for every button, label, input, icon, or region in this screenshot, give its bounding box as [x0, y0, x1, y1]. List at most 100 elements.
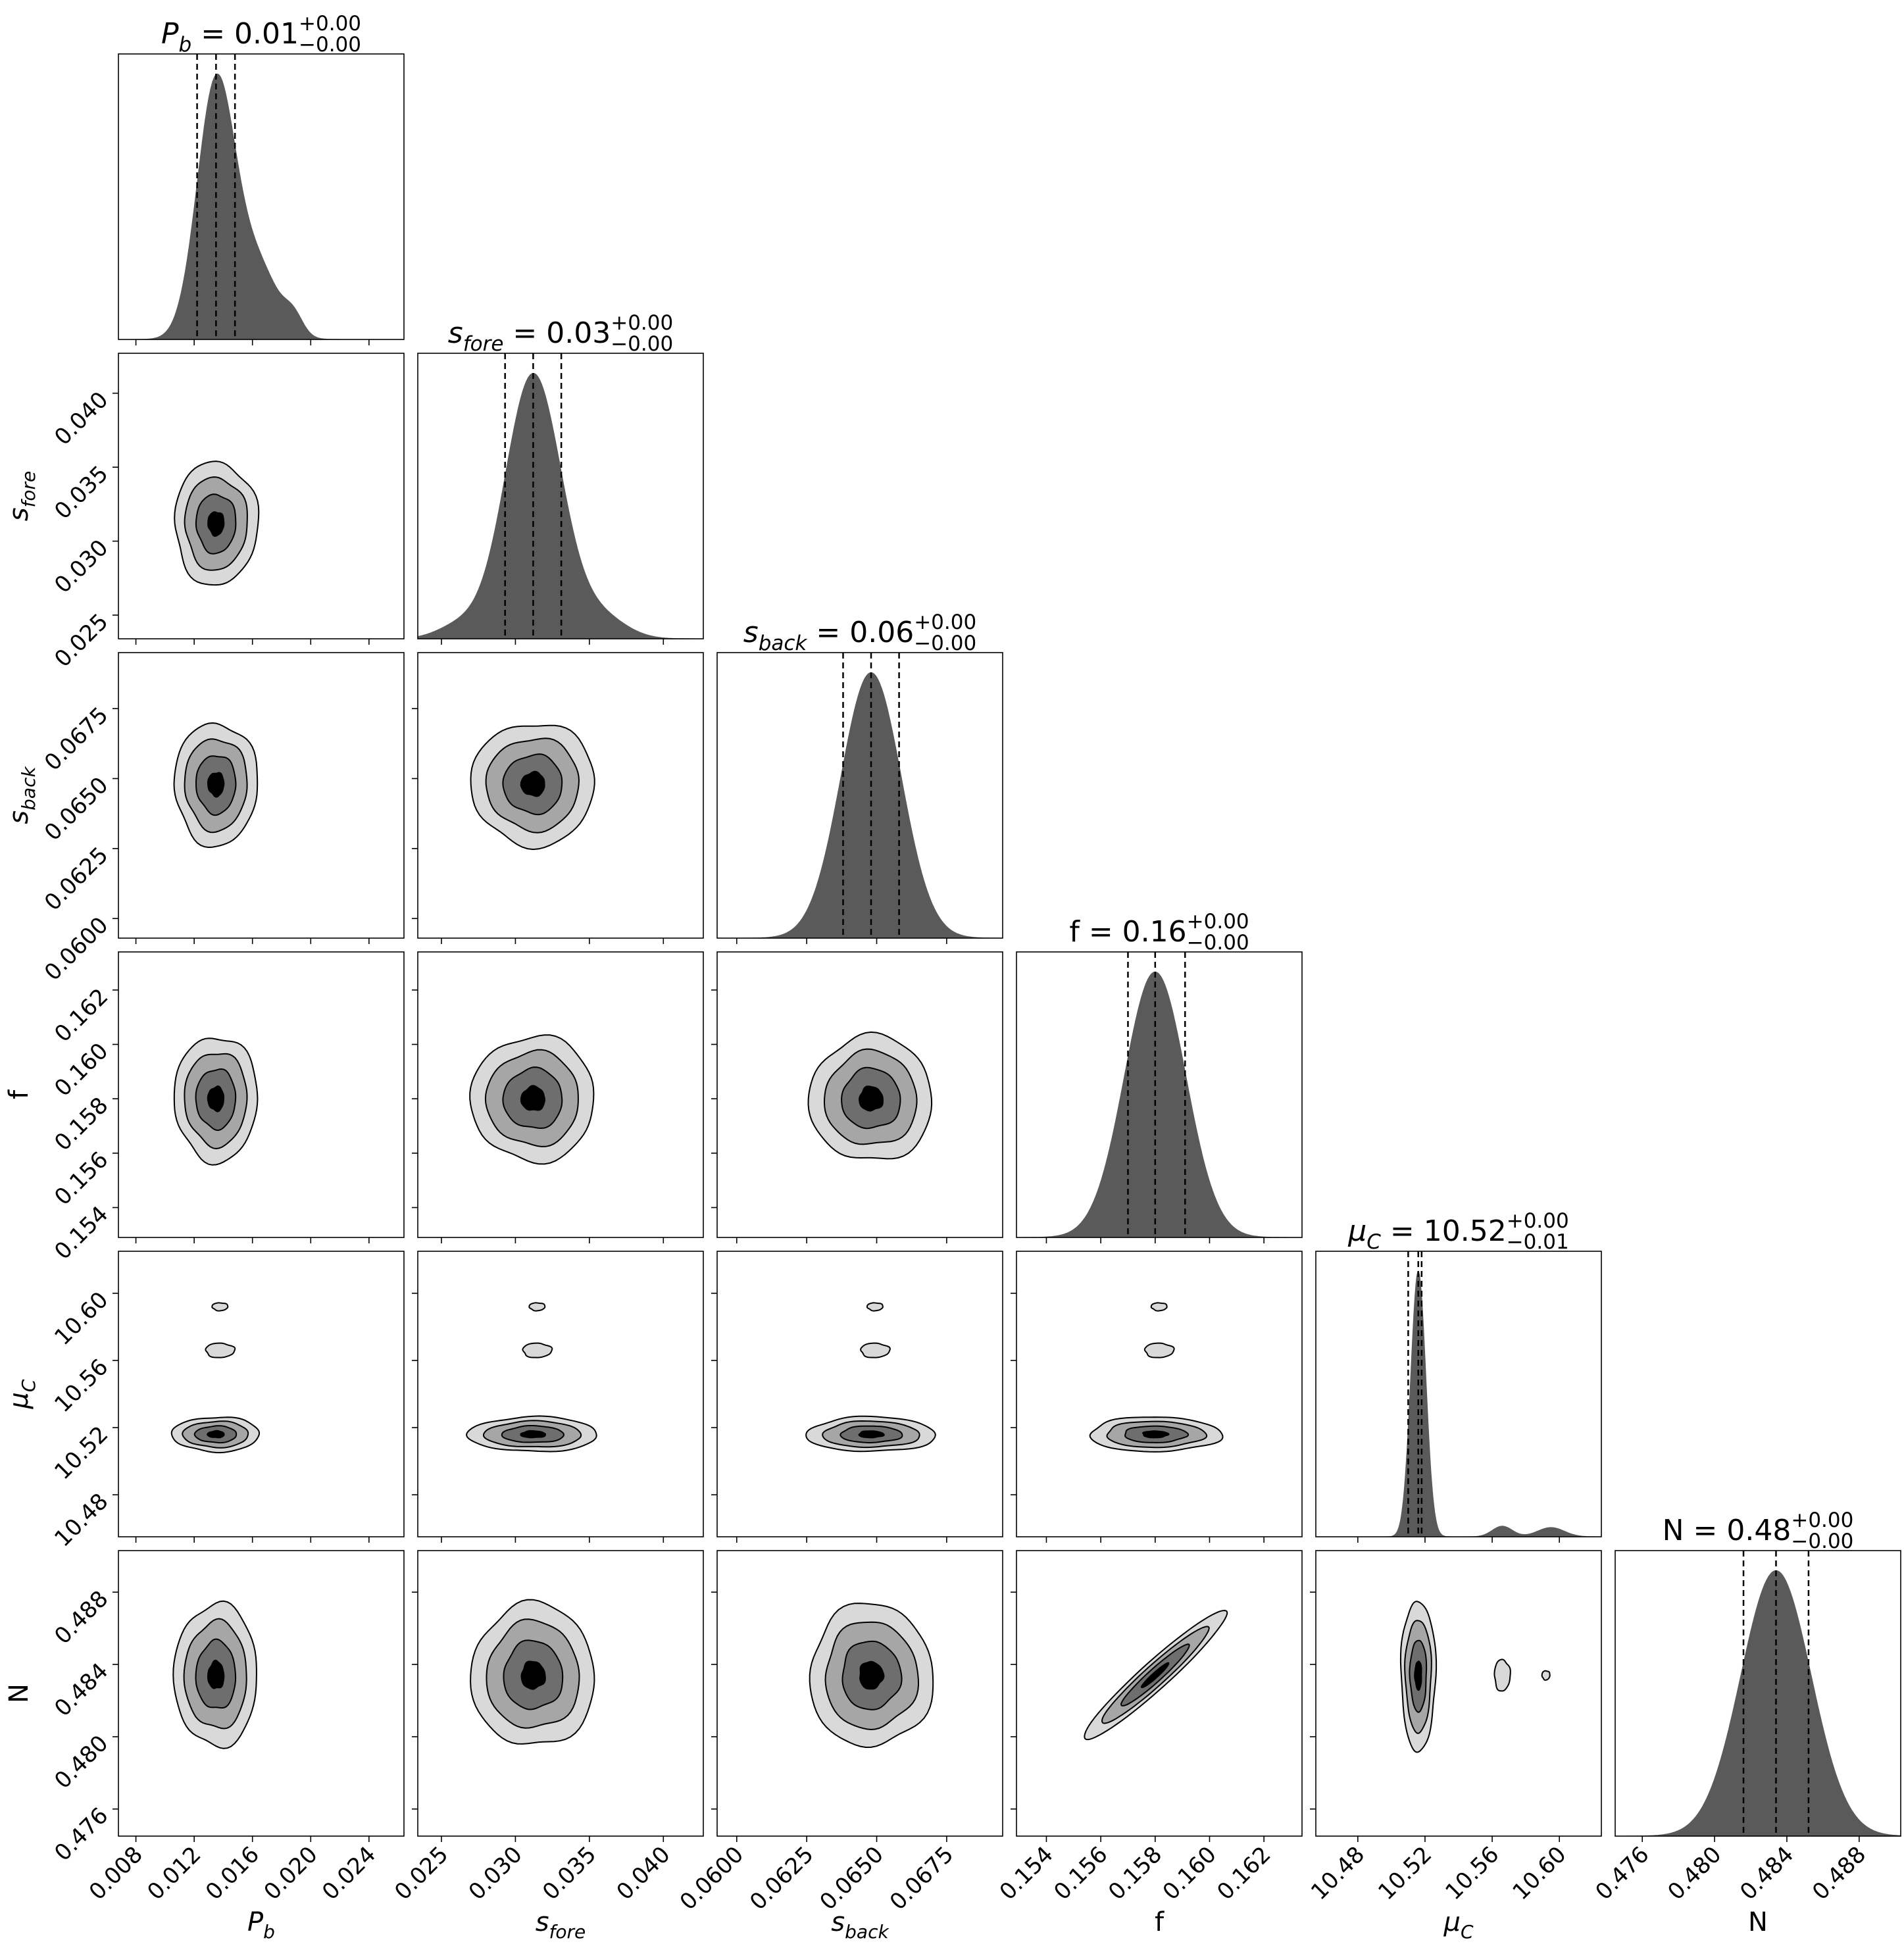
panel-title-muC: μC = 10.52+0.00	[1347, 1209, 1568, 1254]
y-tick-label: 0.488	[49, 1585, 113, 1649]
contour-level-4	[1414, 1660, 1422, 1691]
contour-level-4	[207, 1085, 224, 1112]
x-tick-label: 10.52	[1373, 1841, 1437, 1905]
x-tick-label: 0.030	[464, 1841, 528, 1905]
x-tick-label: 0.035	[538, 1841, 601, 1905]
contour-level-4	[858, 1430, 885, 1439]
panel-Pb-vs-Pb: Pb = 0.01+0.00−0.00	[118, 12, 405, 345]
panel-frame	[118, 1251, 405, 1537]
panel-title-sback: sback = 0.06+0.00	[743, 611, 976, 655]
contour-level-4	[520, 1430, 547, 1439]
y-axis-label-sfore: sfore	[4, 471, 39, 522]
y-tick-label: 0.484	[49, 1658, 113, 1722]
contour-secondary-mode	[860, 1342, 891, 1358]
y-tick-label: 10.60	[49, 1287, 113, 1351]
panel-sback-vs-sback: sback = 0.06+0.00−0.00	[716, 611, 1003, 944]
panel-title-minus-f: −0.00	[1187, 931, 1249, 955]
panel-frame	[417, 951, 704, 1238]
y-tick-label: 0.158	[49, 1092, 113, 1156]
panel-title-minus-sfore: −0.00	[611, 332, 673, 356]
x-tick-label: 0.160	[1158, 1841, 1222, 1905]
x-tick-label: 0.488	[1807, 1841, 1871, 1905]
x-axis-label-Pb: Pb	[247, 1907, 275, 1943]
y-tick-label: 0.040	[49, 387, 113, 451]
x-tick-label: 10.60	[1507, 1841, 1571, 1905]
x-tick-label: 0.0675	[885, 1841, 959, 1915]
panel-f-vs-sfore	[412, 951, 704, 1243]
panel-title-minus-Pb: −0.00	[299, 33, 361, 57]
contour-level-4	[859, 1660, 885, 1690]
panel-frame	[1016, 1251, 1303, 1537]
panel-frame	[417, 1550, 704, 1837]
contour-level-4	[520, 1660, 546, 1690]
x-tick-label: 0.025	[389, 1841, 453, 1905]
panel-title-minus-muC: −0.01	[1507, 1230, 1569, 1254]
y-tick-label: 10.48	[49, 1488, 113, 1552]
contour-secondary-mode	[1150, 1302, 1168, 1312]
y-tick-label: 0.0675	[39, 702, 113, 776]
panel-frame	[118, 1550, 405, 1837]
x-tick-label: 0.0650	[814, 1841, 888, 1915]
y-tick-label: 0.0625	[39, 842, 113, 916]
histogram-f	[1016, 971, 1302, 1237]
x-tick-label: 0.008	[84, 1841, 148, 1905]
panel-frame	[118, 53, 405, 340]
x-tick-label: 10.48	[1306, 1841, 1370, 1905]
x-tick-label: 0.016	[201, 1841, 264, 1905]
panel-title-Pb: Pb = 0.01+0.00	[161, 12, 361, 57]
panel-title-N: N = 0.48+0.00	[1663, 1508, 1854, 1547]
panel-frame	[716, 951, 1003, 1238]
x-tick-label: 0.0625	[745, 1841, 818, 1915]
contour-secondary-mode	[528, 1302, 546, 1312]
y-tick-label: 0.035	[49, 461, 113, 524]
x-tick-label: 0.158	[1103, 1841, 1167, 1905]
panel-sback-vs-sfore	[412, 652, 704, 944]
y-tick-label: 0.154	[49, 1201, 113, 1265]
contour-level-4	[859, 1085, 884, 1112]
x-tick-label: 0.480	[1663, 1841, 1726, 1905]
panel-sfore-vs-Pb: 0.025 0.030 0.035 0.040	[49, 353, 405, 672]
y-axis-label-sback: sback	[4, 766, 39, 824]
contour-secondary-mode	[205, 1342, 236, 1358]
y-tick-label: 0.156	[49, 1147, 113, 1210]
panel-frame	[417, 652, 704, 939]
x-tick-label: 0.040	[612, 1841, 676, 1905]
panel-sfore-vs-sfore: sfore = 0.03+0.00−0.00	[417, 311, 704, 645]
panel-frame	[1315, 1251, 1602, 1537]
panel-muC-vs-muC: μC = 10.52+0.00−0.01	[1315, 1209, 1602, 1543]
panel-frame	[118, 652, 405, 939]
panel-title-minus-N: −0.00	[1791, 1530, 1853, 1553]
x-axis-label-sfore: sfore	[536, 1907, 586, 1943]
panel-frame	[118, 353, 405, 639]
panel-muC-vs-sfore	[412, 1251, 704, 1543]
x-tick-label: 0.154	[995, 1841, 1059, 1905]
panel-frame	[1016, 1550, 1303, 1837]
contour-level-4	[207, 772, 225, 798]
contour-secondary-mode	[1493, 1658, 1511, 1692]
panel-frame	[118, 951, 405, 1238]
x-tick-label: 0.156	[1049, 1841, 1113, 1905]
y-tick-label: 0.025	[49, 609, 113, 672]
y-tick-label: 0.160	[49, 1038, 113, 1102]
panel-frame	[417, 353, 704, 639]
panel-f-vs-sback	[711, 951, 1003, 1243]
x-tick-label: 0.012	[142, 1841, 206, 1905]
panel-frame	[417, 1251, 704, 1537]
contour-level-4	[1140, 1662, 1170, 1688]
panel-frame	[1016, 951, 1303, 1238]
contour-level-4	[520, 1085, 546, 1111]
contour-level-4	[520, 770, 545, 797]
histogram-muC	[1316, 1270, 1601, 1537]
histogram-sback	[717, 672, 1003, 938]
x-tick-label: 0.476	[1590, 1841, 1654, 1905]
y-tick-label: 10.52	[49, 1421, 113, 1485]
y-tick-label: 0.162	[49, 984, 113, 1047]
panel-frame	[716, 1251, 1003, 1537]
panel-N-vs-muC: 10.48 10.52 10.56 10.60	[1306, 1550, 1602, 1905]
panel-title-sfore: sfore = 0.03+0.00	[448, 311, 673, 356]
